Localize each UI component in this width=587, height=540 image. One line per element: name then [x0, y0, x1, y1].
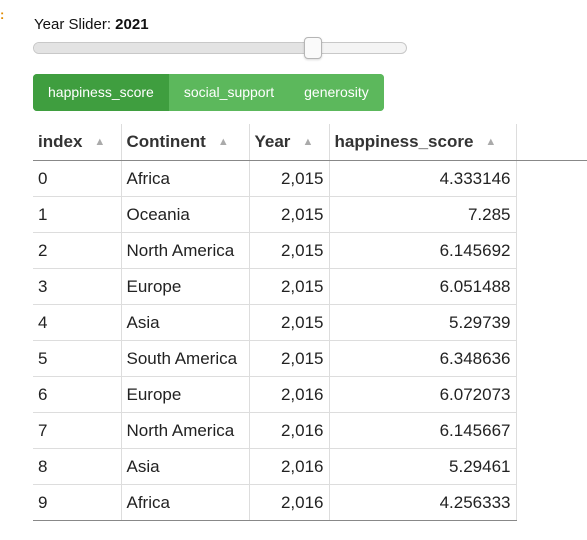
tab-happiness-score[interactable]: happiness_score: [33, 74, 169, 111]
slider-label: Year Slider: 2021: [34, 16, 149, 34]
column-header-label: index: [38, 132, 83, 151]
sort-up-icon[interactable]: ▲: [217, 136, 229, 148]
cell-index: 3: [33, 268, 122, 305]
cell-index: 9: [33, 484, 122, 521]
cell-year: 2,016: [249, 448, 330, 485]
cell-continent: Europe: [121, 376, 250, 413]
data-table: index ▲ Continent ▲ Year ▲ happiness_score ▲…: [33, 124, 517, 521]
cell-index: 0: [33, 160, 122, 197]
year-slider[interactable]: [33, 37, 407, 59]
cell-index: 6: [33, 376, 122, 413]
cell-continent: Oceania: [121, 196, 250, 233]
cell-index: 5: [33, 340, 122, 377]
sort-up-icon[interactable]: ▲: [302, 136, 314, 148]
cell-year: 2,015: [249, 232, 330, 269]
edge-marker: :: [0, 7, 5, 22]
column-header-year[interactable]: Year ▲: [249, 124, 330, 161]
table-row: 3 Europe 2,015 6.051488: [33, 268, 517, 305]
column-header-index[interactable]: index ▲: [33, 124, 122, 161]
cell-year: 2,015: [249, 268, 330, 305]
cell-year: 2,016: [249, 412, 330, 449]
cell-year: 2,015: [249, 160, 330, 197]
cell-index: 2: [33, 232, 122, 269]
tab-social-support[interactable]: social_support: [168, 74, 290, 111]
table-row: 2 North America 2,015 6.145692: [33, 232, 517, 269]
cell-continent: Asia: [121, 304, 250, 341]
column-header-happiness-score[interactable]: happiness_score ▲: [329, 124, 517, 161]
table-row: 8 Asia 2,016 5.29461: [33, 448, 517, 485]
table-row: 6 Europe 2,016 6.072073: [33, 376, 517, 413]
tab-generosity[interactable]: generosity: [289, 74, 384, 111]
sort-up-icon[interactable]: ▲: [94, 136, 106, 148]
cell-year: 2,015: [249, 304, 330, 341]
cell-score: 6.145692: [329, 232, 517, 269]
cell-score: 4.333146: [329, 160, 517, 197]
cell-score: 6.051488: [329, 268, 517, 305]
column-header-label: Continent: [126, 132, 206, 151]
cell-continent: Africa: [121, 484, 250, 521]
cell-index: 8: [33, 448, 122, 485]
cell-continent: Asia: [121, 448, 250, 485]
column-header-continent[interactable]: Continent ▲: [121, 124, 250, 161]
metric-tabs: happiness_score social_support generosit…: [33, 74, 384, 111]
cell-continent: Europe: [121, 268, 250, 305]
table-row: 1 Oceania 2,015 7.285: [33, 196, 517, 233]
cell-continent: Africa: [121, 160, 250, 197]
table-header-row: index ▲ Continent ▲ Year ▲ happiness_score ▲: [33, 124, 517, 161]
cell-year: 2,016: [249, 376, 330, 413]
cell-score: 7.285: [329, 196, 517, 233]
cell-score: 4.256333: [329, 484, 517, 521]
slider-handle[interactable]: [304, 37, 322, 59]
cell-score: 6.072073: [329, 376, 517, 413]
cell-continent: North America: [121, 412, 250, 449]
column-header-label: Year: [254, 132, 291, 151]
table-row: 9 Africa 2,016 4.256333: [33, 484, 517, 521]
table-row: 7 North America 2,016 6.145667: [33, 412, 517, 449]
column-header-label: happiness_score: [334, 132, 474, 151]
cell-score: 5.29739: [329, 304, 517, 341]
cell-year: 2,016: [249, 484, 330, 521]
cell-continent: South America: [121, 340, 250, 377]
slider-fill: [34, 43, 313, 53]
cell-year: 2,015: [249, 340, 330, 377]
cell-index: 1: [33, 196, 122, 233]
table-row: 0 Africa 2,015 4.333146: [33, 160, 517, 197]
cell-index: 4: [33, 304, 122, 341]
cell-index: 7: [33, 412, 122, 449]
slider-label-text: Year Slider:: [34, 16, 111, 33]
sort-up-icon[interactable]: ▲: [485, 136, 497, 148]
cell-continent: North America: [121, 232, 250, 269]
cell-year: 2,015: [249, 196, 330, 233]
table-row: 5 South America 2,015 6.348636: [33, 340, 517, 377]
table-row: 4 Asia 2,015 5.29739: [33, 304, 517, 341]
cell-score: 6.348636: [329, 340, 517, 377]
cell-score: 6.145667: [329, 412, 517, 449]
cell-score: 5.29461: [329, 448, 517, 485]
slider-value: 2021: [115, 16, 149, 33]
